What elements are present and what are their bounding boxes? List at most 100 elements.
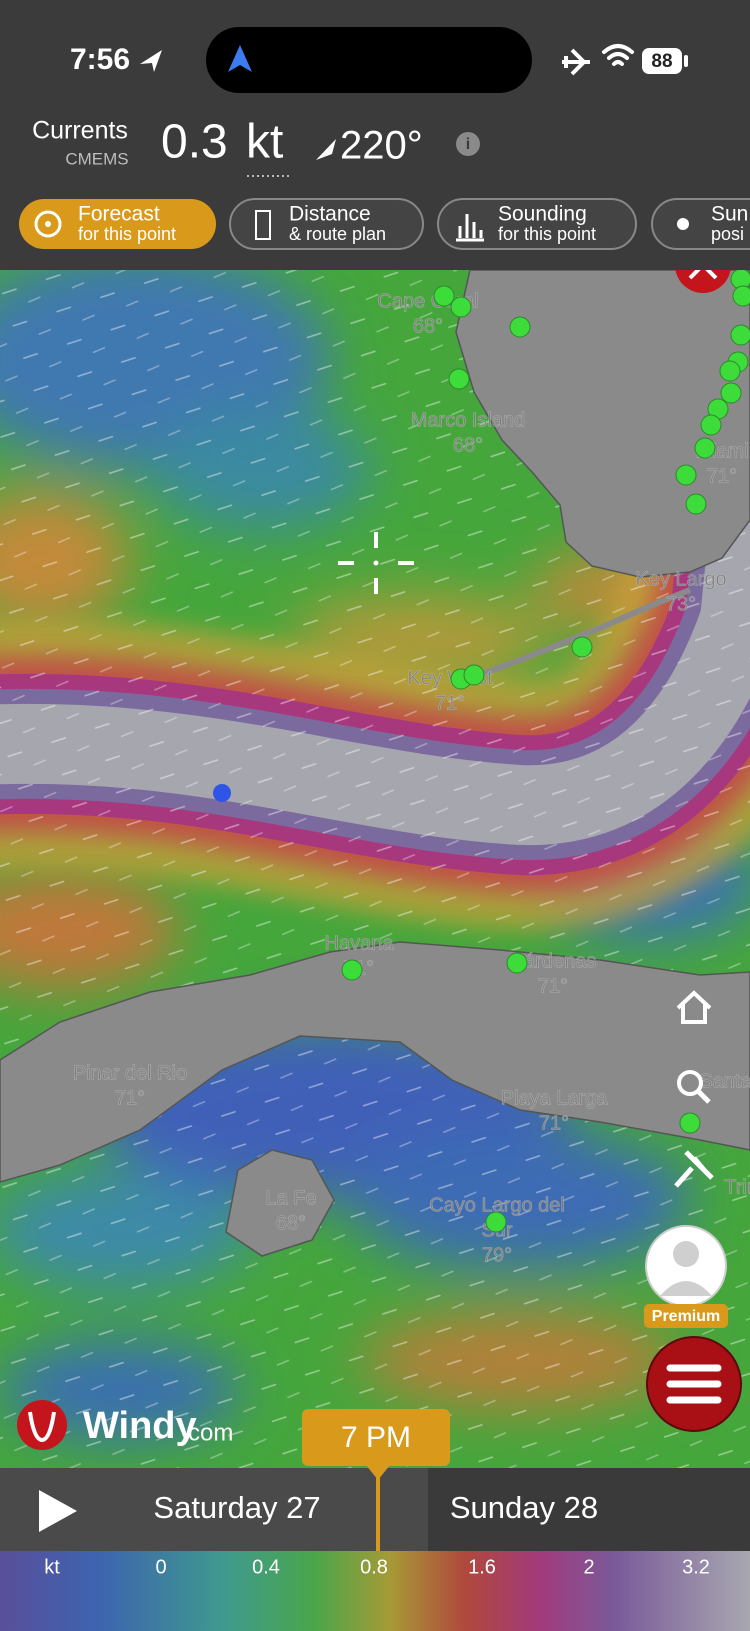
layer-source: CMEMS xyxy=(65,149,128,168)
legend-stop: 0 xyxy=(155,1556,166,1578)
current-speed: 0.3 xyxy=(161,116,228,169)
place-label: 73° xyxy=(666,593,696,615)
place-label: 71° xyxy=(539,1112,569,1134)
legend-stop: 1.6 xyxy=(468,1556,496,1578)
pill-subtitle: posi xyxy=(711,224,744,244)
windy-logo xyxy=(17,1400,67,1450)
pill-subtitle: for this point xyxy=(498,224,596,244)
pill-subtitle: for this point xyxy=(78,224,176,244)
place-label: Pinar del Rio xyxy=(73,1062,188,1084)
place-label: 68° xyxy=(453,434,483,456)
place-label: 68° xyxy=(413,315,443,337)
pill-title: Distance xyxy=(289,203,371,226)
place-label: 71° xyxy=(707,465,737,487)
action-distance[interactable]: Distance & route plan xyxy=(229,198,424,250)
place-label: Havana xyxy=(325,932,395,954)
clock: 7:56 xyxy=(70,43,130,76)
premium-label: Premium xyxy=(652,1308,720,1325)
legend-stop: 0.8 xyxy=(360,1556,388,1578)
action-forecast[interactable]: Forecast for this point xyxy=(19,199,216,249)
cuba xyxy=(0,941,750,1183)
airplane-icon xyxy=(562,48,590,76)
place-label: Santa Clara xyxy=(699,1070,750,1092)
search-handle xyxy=(696,1089,711,1104)
my-location xyxy=(213,784,231,802)
place-label: Cayo Largo del xyxy=(429,1194,565,1216)
pin-button[interactable] xyxy=(674,1150,714,1188)
current-direction: 220° xyxy=(340,124,423,168)
windy-logo-mark xyxy=(28,1411,56,1443)
crosshair-dot xyxy=(373,560,379,566)
crosshair xyxy=(338,532,414,594)
place-label: 68° xyxy=(276,1212,306,1234)
current-time: 7 PM xyxy=(341,1421,411,1454)
dynamic-island xyxy=(206,27,532,93)
pill-subtitle: & route plan xyxy=(289,224,386,244)
legend-stop: 3.2 xyxy=(682,1556,710,1578)
place-label: Cárdenas xyxy=(510,950,597,972)
pill[interactable] xyxy=(651,198,750,250)
pill[interactable] xyxy=(437,198,637,250)
direction-arrow xyxy=(316,139,336,160)
stations xyxy=(341,270,750,1233)
pill-title: Sounding xyxy=(498,203,587,226)
sun-icon xyxy=(677,218,689,230)
place-label: Marco Island xyxy=(411,409,526,431)
place-label: 71° xyxy=(538,975,568,997)
play-button[interactable] xyxy=(39,1490,77,1532)
place-label: 71° xyxy=(115,1087,145,1109)
florida-keys xyxy=(453,587,692,687)
wifi-icon xyxy=(602,44,634,66)
place-label: Trinidad xyxy=(724,1176,750,1198)
pill-title: Sun xyxy=(711,203,748,226)
day-label[interactable]: Saturday 27 xyxy=(153,1490,320,1525)
florida xyxy=(455,270,750,578)
legend-unit: kt xyxy=(44,1556,60,1578)
battery xyxy=(642,48,682,74)
day-label[interactable]: Sunday 28 xyxy=(450,1490,598,1525)
battery-level: 88 xyxy=(651,51,672,72)
nav-icon xyxy=(228,45,252,72)
place-label: Playa Larga xyxy=(501,1087,609,1109)
action-sounding[interactable]: Sounding for this point xyxy=(437,198,637,250)
timeline-next-day xyxy=(428,1468,750,1551)
place-label: 71° xyxy=(435,692,465,714)
info-glyph: i xyxy=(466,136,470,153)
ruler-icon xyxy=(255,210,271,240)
legend-stop: 2 xyxy=(583,1556,594,1578)
legend-labels: kt 0 0.4 0.8 1.6 2 3.2 xyxy=(44,1556,710,1578)
info-icon[interactable] xyxy=(456,132,480,156)
target-dot xyxy=(45,221,51,227)
brand: Windy xyxy=(83,1405,197,1447)
battery-tip xyxy=(684,55,688,67)
action-sun[interactable]: Sun posi xyxy=(651,198,750,250)
pill[interactable] xyxy=(19,199,216,249)
home-button[interactable] xyxy=(676,990,712,1024)
place-label: La Fe xyxy=(265,1187,316,1209)
time-bubble[interactable] xyxy=(302,1409,450,1466)
menu-icon xyxy=(666,1364,722,1404)
isla-de-la-juventud xyxy=(225,1149,335,1257)
premium-badge[interactable] xyxy=(644,1304,728,1328)
pill-title: Forecast xyxy=(78,203,160,226)
close-button[interactable] xyxy=(675,237,731,293)
chart-icon xyxy=(456,214,484,242)
legend-stop: 0.4 xyxy=(252,1556,280,1578)
layer-name: Currents xyxy=(32,117,128,145)
avatar-body xyxy=(660,1281,712,1296)
avatar-head xyxy=(673,1241,699,1267)
brand-suffix: com xyxy=(188,1419,233,1446)
search-button[interactable] xyxy=(677,1070,703,1096)
close-icon xyxy=(688,270,718,280)
time-bubble-pointer xyxy=(366,1465,390,1480)
current-unit[interactable]: kt xyxy=(246,116,283,169)
pill[interactable] xyxy=(229,198,424,250)
location-icon xyxy=(140,50,162,72)
target-icon xyxy=(34,210,62,238)
color-legend xyxy=(0,1551,750,1631)
place-label: 79° xyxy=(482,1244,512,1266)
place-label: Key Largo xyxy=(635,568,726,590)
